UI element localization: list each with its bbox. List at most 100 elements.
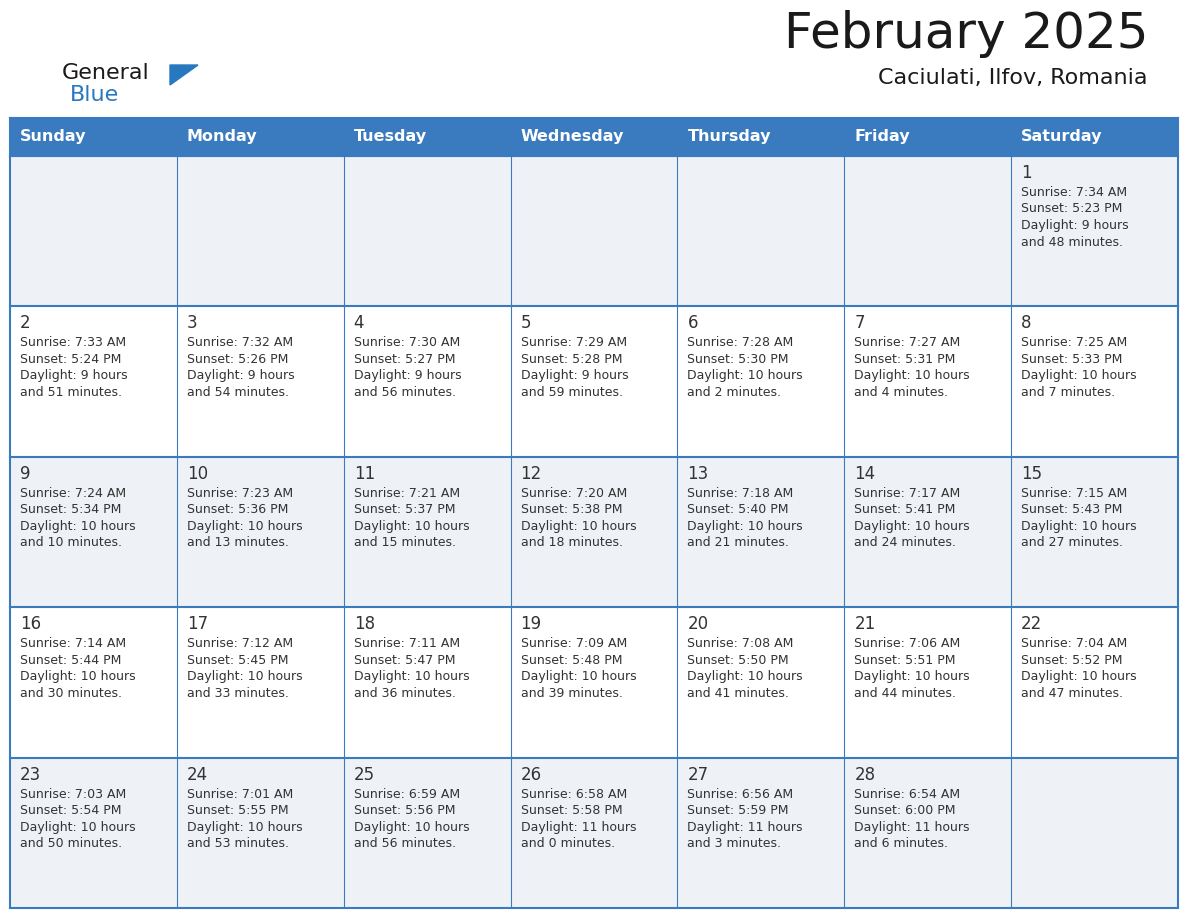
Text: and 39 minutes.: and 39 minutes.	[520, 687, 623, 700]
Text: General: General	[62, 63, 150, 83]
Text: 27: 27	[688, 766, 708, 784]
Text: Daylight: 10 hours: Daylight: 10 hours	[187, 520, 303, 532]
Text: Caciulati, Ilfov, Romania: Caciulati, Ilfov, Romania	[878, 68, 1148, 88]
Text: Sunset: 5:38 PM: Sunset: 5:38 PM	[520, 503, 623, 516]
Text: and 6 minutes.: and 6 minutes.	[854, 837, 948, 850]
Text: Friday: Friday	[854, 129, 910, 144]
Text: Sunset: 5:58 PM: Sunset: 5:58 PM	[520, 804, 623, 817]
Text: Tuesday: Tuesday	[354, 129, 426, 144]
Text: 7: 7	[854, 314, 865, 332]
Text: Sunrise: 7:27 AM: Sunrise: 7:27 AM	[854, 336, 961, 350]
Text: Sunrise: 7:15 AM: Sunrise: 7:15 AM	[1022, 487, 1127, 499]
Text: 10: 10	[187, 465, 208, 483]
Text: Sunrise: 7:01 AM: Sunrise: 7:01 AM	[187, 788, 293, 800]
Text: and 54 minutes.: and 54 minutes.	[187, 386, 289, 399]
Text: Sunrise: 7:04 AM: Sunrise: 7:04 AM	[1022, 637, 1127, 650]
Text: and 13 minutes.: and 13 minutes.	[187, 536, 289, 549]
Text: Sunrise: 6:59 AM: Sunrise: 6:59 AM	[354, 788, 460, 800]
Text: Saturday: Saturday	[1022, 129, 1102, 144]
Text: Daylight: 10 hours: Daylight: 10 hours	[1022, 670, 1137, 683]
Text: 3: 3	[187, 314, 197, 332]
Text: Sunset: 5:56 PM: Sunset: 5:56 PM	[354, 804, 455, 817]
Text: Sunrise: 7:21 AM: Sunrise: 7:21 AM	[354, 487, 460, 499]
Text: 25: 25	[354, 766, 375, 784]
Text: Daylight: 10 hours: Daylight: 10 hours	[854, 520, 969, 532]
Text: Daylight: 11 hours: Daylight: 11 hours	[854, 821, 969, 834]
Bar	[845, 118, 1011, 156]
Text: and 21 minutes.: and 21 minutes.	[688, 536, 789, 549]
Text: February 2025: February 2025	[784, 10, 1148, 58]
Bar	[1011, 118, 1178, 156]
Text: Sunset: 5:23 PM: Sunset: 5:23 PM	[1022, 203, 1123, 216]
Text: Sunrise: 7:25 AM: Sunrise: 7:25 AM	[1022, 336, 1127, 350]
Text: Sunrise: 6:56 AM: Sunrise: 6:56 AM	[688, 788, 794, 800]
Text: and 15 minutes.: and 15 minutes.	[354, 536, 456, 549]
Text: Daylight: 10 hours: Daylight: 10 hours	[1022, 369, 1137, 383]
Text: and 48 minutes.: and 48 minutes.	[1022, 236, 1123, 249]
Text: Sunset: 5:27 PM: Sunset: 5:27 PM	[354, 353, 455, 366]
Text: and 18 minutes.: and 18 minutes.	[520, 536, 623, 549]
Text: Sunrise: 6:54 AM: Sunrise: 6:54 AM	[854, 788, 960, 800]
Text: Sunrise: 7:23 AM: Sunrise: 7:23 AM	[187, 487, 293, 499]
Text: and 36 minutes.: and 36 minutes.	[354, 687, 455, 700]
Text: Sunrise: 7:33 AM: Sunrise: 7:33 AM	[20, 336, 126, 350]
Text: Sunrise: 7:08 AM: Sunrise: 7:08 AM	[688, 637, 794, 650]
Text: 24: 24	[187, 766, 208, 784]
Text: 11: 11	[354, 465, 375, 483]
Bar	[343, 118, 511, 156]
Text: 22: 22	[1022, 615, 1042, 633]
Text: Sunrise: 7:34 AM: Sunrise: 7:34 AM	[1022, 186, 1127, 199]
Text: Daylight: 10 hours: Daylight: 10 hours	[187, 821, 303, 834]
Text: Daylight: 9 hours: Daylight: 9 hours	[354, 369, 461, 383]
Text: Sunset: 5:34 PM: Sunset: 5:34 PM	[20, 503, 121, 516]
Bar	[10, 307, 1178, 457]
Text: 9: 9	[20, 465, 31, 483]
Text: Daylight: 10 hours: Daylight: 10 hours	[688, 670, 803, 683]
Text: Daylight: 10 hours: Daylight: 10 hours	[354, 821, 469, 834]
Text: and 24 minutes.: and 24 minutes.	[854, 536, 956, 549]
Text: 1: 1	[1022, 164, 1031, 182]
Text: Daylight: 10 hours: Daylight: 10 hours	[354, 520, 469, 532]
Text: and 44 minutes.: and 44 minutes.	[854, 687, 956, 700]
Bar	[677, 118, 845, 156]
Text: Daylight: 10 hours: Daylight: 10 hours	[854, 369, 969, 383]
Text: Sunset: 5:41 PM: Sunset: 5:41 PM	[854, 503, 955, 516]
Text: Daylight: 11 hours: Daylight: 11 hours	[520, 821, 636, 834]
Text: Sunset: 5:52 PM: Sunset: 5:52 PM	[1022, 654, 1123, 666]
Text: and 2 minutes.: and 2 minutes.	[688, 386, 782, 399]
Text: 14: 14	[854, 465, 876, 483]
Text: Sunset: 5:36 PM: Sunset: 5:36 PM	[187, 503, 289, 516]
Text: Sunset: 5:43 PM: Sunset: 5:43 PM	[1022, 503, 1123, 516]
Text: Daylight: 10 hours: Daylight: 10 hours	[187, 670, 303, 683]
Bar	[10, 757, 1178, 908]
Text: and 4 minutes.: and 4 minutes.	[854, 386, 948, 399]
Text: Daylight: 9 hours: Daylight: 9 hours	[187, 369, 295, 383]
Text: Sunset: 5:47 PM: Sunset: 5:47 PM	[354, 654, 455, 666]
Text: Sunrise: 7:32 AM: Sunrise: 7:32 AM	[187, 336, 293, 350]
Text: Sunrise: 7:18 AM: Sunrise: 7:18 AM	[688, 487, 794, 499]
Text: Daylight: 10 hours: Daylight: 10 hours	[20, 670, 135, 683]
Text: 23: 23	[20, 766, 42, 784]
Text: Sunrise: 6:58 AM: Sunrise: 6:58 AM	[520, 788, 627, 800]
Text: Daylight: 10 hours: Daylight: 10 hours	[20, 821, 135, 834]
Text: Daylight: 10 hours: Daylight: 10 hours	[354, 670, 469, 683]
Text: 28: 28	[854, 766, 876, 784]
Text: and 56 minutes.: and 56 minutes.	[354, 837, 456, 850]
Text: Sunset: 6:00 PM: Sunset: 6:00 PM	[854, 804, 956, 817]
Text: Daylight: 10 hours: Daylight: 10 hours	[854, 670, 969, 683]
Text: and 41 minutes.: and 41 minutes.	[688, 687, 789, 700]
Text: and 10 minutes.: and 10 minutes.	[20, 536, 122, 549]
Text: and 47 minutes.: and 47 minutes.	[1022, 687, 1123, 700]
Text: Sunrise: 7:09 AM: Sunrise: 7:09 AM	[520, 637, 627, 650]
Text: Sunrise: 7:29 AM: Sunrise: 7:29 AM	[520, 336, 627, 350]
Text: Sunset: 5:40 PM: Sunset: 5:40 PM	[688, 503, 789, 516]
Text: and 56 minutes.: and 56 minutes.	[354, 386, 456, 399]
Text: Sunday: Sunday	[20, 129, 87, 144]
Text: 16: 16	[20, 615, 42, 633]
Text: 17: 17	[187, 615, 208, 633]
Text: Daylight: 10 hours: Daylight: 10 hours	[520, 670, 637, 683]
Text: Sunset: 5:31 PM: Sunset: 5:31 PM	[854, 353, 955, 366]
Text: Sunrise: 7:12 AM: Sunrise: 7:12 AM	[187, 637, 293, 650]
Text: 20: 20	[688, 615, 708, 633]
Text: Daylight: 9 hours: Daylight: 9 hours	[520, 369, 628, 383]
